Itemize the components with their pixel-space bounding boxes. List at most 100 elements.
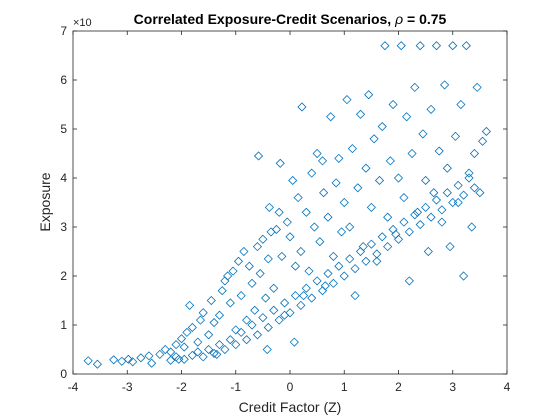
data-point bbox=[369, 134, 379, 144]
x-tick-label: 2 bbox=[395, 380, 402, 394]
data-point bbox=[275, 158, 285, 168]
data-point bbox=[328, 278, 338, 288]
data-point bbox=[242, 315, 252, 325]
y-tick-label: 2 bbox=[60, 269, 67, 283]
data-point bbox=[461, 41, 471, 51]
data-point bbox=[334, 153, 344, 163]
data-point bbox=[366, 202, 376, 212]
data-point bbox=[193, 337, 203, 347]
data-point bbox=[459, 190, 469, 200]
data-point bbox=[347, 144, 357, 154]
data-point bbox=[415, 41, 425, 51]
data-point bbox=[339, 271, 349, 281]
data-point bbox=[290, 291, 300, 301]
data-point bbox=[312, 276, 322, 286]
data-point bbox=[410, 210, 420, 220]
data-point bbox=[304, 266, 314, 276]
x-tick-label: 4 bbox=[504, 380, 511, 394]
y-tick-label: 7 bbox=[60, 24, 67, 38]
x-tick-label: 1 bbox=[341, 380, 348, 394]
data-point bbox=[285, 308, 295, 318]
data-point bbox=[187, 350, 197, 360]
y-tick-label: 1 bbox=[60, 318, 67, 332]
data-point bbox=[204, 344, 214, 355]
data-point bbox=[355, 246, 366, 257]
y-tick-label: 6 bbox=[60, 73, 67, 87]
data-point bbox=[440, 80, 450, 90]
data-point bbox=[252, 242, 263, 252]
data-point bbox=[258, 313, 268, 323]
data-point bbox=[323, 212, 333, 222]
data-point bbox=[247, 320, 257, 330]
data-point bbox=[404, 276, 414, 286]
x-tick-label: -2 bbox=[176, 380, 187, 394]
data-point bbox=[271, 224, 282, 235]
data-point bbox=[144, 351, 154, 361]
data-point bbox=[385, 156, 395, 166]
data-point bbox=[442, 163, 452, 173]
data-point bbox=[225, 335, 235, 345]
data-point bbox=[282, 217, 292, 227]
data-point bbox=[388, 224, 398, 235]
data-point bbox=[228, 266, 238, 276]
data-point bbox=[339, 197, 349, 208]
data-point bbox=[166, 355, 176, 365]
data-point bbox=[274, 207, 284, 217]
data-point bbox=[307, 293, 317, 303]
data-point bbox=[239, 246, 249, 257]
data-point bbox=[274, 315, 284, 325]
data-point bbox=[426, 104, 436, 114]
data-point bbox=[136, 353, 146, 363]
x-tick-label: -1 bbox=[230, 380, 241, 394]
data-point bbox=[402, 112, 412, 122]
data-point bbox=[429, 188, 439, 198]
data-point bbox=[448, 197, 458, 208]
data-point bbox=[293, 193, 303, 203]
x-axis-label: Credit Factor (Z) bbox=[239, 399, 342, 415]
data-point bbox=[83, 356, 93, 366]
data-point bbox=[198, 352, 208, 362]
data-point bbox=[437, 205, 447, 215]
data-point bbox=[252, 330, 263, 340]
data-point bbox=[288, 175, 298, 186]
data-point bbox=[289, 337, 299, 347]
data-point bbox=[364, 90, 374, 100]
data-point bbox=[269, 305, 279, 315]
y-tick-label: 3 bbox=[60, 220, 67, 234]
data-point bbox=[307, 168, 317, 178]
data-point bbox=[326, 112, 336, 122]
data-point bbox=[233, 256, 244, 266]
data-point bbox=[481, 126, 491, 137]
data-point bbox=[296, 300, 306, 310]
data-point bbox=[393, 173, 404, 183]
data-point bbox=[317, 156, 328, 166]
data-point bbox=[187, 322, 197, 333]
data-point bbox=[399, 193, 409, 203]
data-point bbox=[269, 283, 279, 293]
data-point bbox=[388, 99, 398, 110]
data-point bbox=[258, 234, 268, 244]
data-point bbox=[285, 232, 295, 242]
data-point bbox=[242, 335, 252, 345]
data-point bbox=[185, 300, 195, 310]
x-tick-label: 0 bbox=[287, 380, 294, 394]
data-point bbox=[280, 298, 290, 308]
data-point bbox=[361, 256, 371, 266]
data-point bbox=[262, 344, 272, 355]
x-tick-label: -3 bbox=[122, 380, 133, 394]
y-axis-label: Exposure bbox=[37, 172, 53, 231]
data-point bbox=[334, 261, 344, 271]
data-point bbox=[399, 217, 409, 227]
data-point bbox=[223, 271, 233, 281]
data-point bbox=[383, 242, 393, 252]
data-point bbox=[155, 349, 165, 359]
data-point bbox=[377, 121, 387, 132]
data-point bbox=[123, 354, 133, 364]
data-point bbox=[448, 41, 458, 51]
data-point bbox=[206, 295, 216, 306]
data-point bbox=[366, 239, 376, 249]
data-point bbox=[478, 136, 488, 146]
data-point bbox=[323, 268, 333, 279]
data-point bbox=[453, 180, 463, 190]
